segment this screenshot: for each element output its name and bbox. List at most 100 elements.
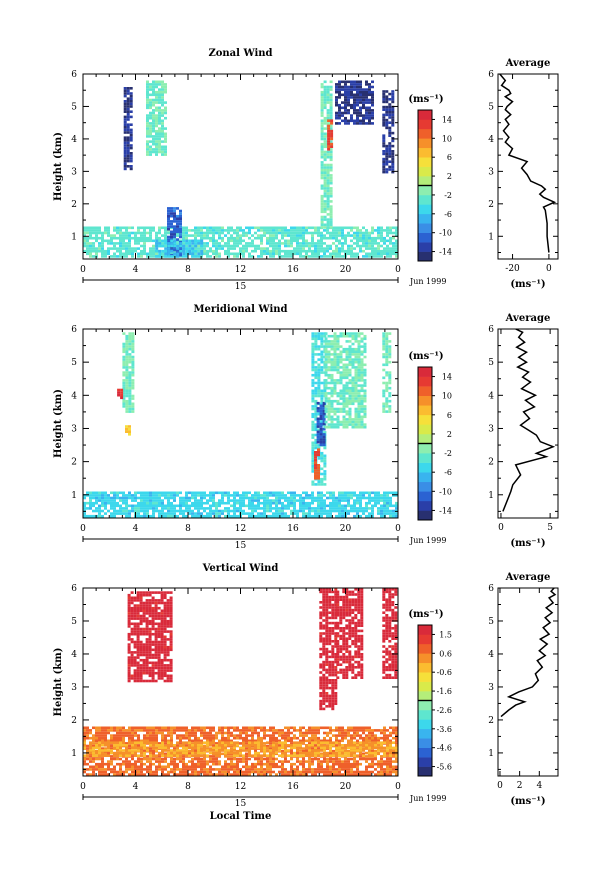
heatmap-cell bbox=[146, 240, 149, 243]
heatmap-cell bbox=[182, 255, 185, 258]
heatmap-cell bbox=[359, 91, 362, 94]
heatmap-cell bbox=[155, 153, 158, 156]
heatmap-cell bbox=[365, 727, 368, 730]
heatmap-cell bbox=[128, 348, 131, 351]
heatmap-cell bbox=[248, 227, 251, 230]
heatmap-cell bbox=[124, 116, 127, 119]
heatmap-cell bbox=[128, 410, 131, 413]
heatmap-cell bbox=[131, 332, 134, 335]
heatmap-cell bbox=[335, 122, 338, 125]
heatmap-cell bbox=[350, 247, 353, 250]
heatmap-cell bbox=[224, 502, 227, 505]
heatmap-cell bbox=[230, 499, 233, 502]
heatmap-cell bbox=[191, 729, 194, 732]
heatmap-cell bbox=[364, 369, 367, 372]
heatmap-cell bbox=[330, 114, 333, 117]
heatmap-cell bbox=[299, 242, 302, 245]
heatmap-cell bbox=[320, 423, 323, 426]
heatmap-cell bbox=[356, 232, 359, 235]
heatmap-cell bbox=[296, 512, 299, 515]
heatmap-cell bbox=[358, 397, 361, 400]
heatmap-cell bbox=[176, 215, 179, 218]
heatmap-cell bbox=[203, 227, 206, 230]
heatmap-cell bbox=[158, 94, 161, 97]
heatmap-cell bbox=[323, 390, 326, 393]
heatmap-cell bbox=[197, 227, 200, 230]
heatmap-cell bbox=[324, 96, 327, 99]
heatmap-cell bbox=[149, 232, 152, 235]
heatmap-cell bbox=[338, 255, 341, 258]
heatmap-cell bbox=[356, 734, 359, 737]
heatmap-cell bbox=[358, 426, 361, 429]
heatmap-cell bbox=[311, 758, 314, 761]
heatmap-cell bbox=[382, 392, 385, 395]
heatmap-cell bbox=[89, 502, 92, 505]
heatmap-cell bbox=[131, 358, 134, 361]
heatmap-cell bbox=[173, 231, 176, 234]
heatmap-cell bbox=[245, 512, 248, 515]
heatmap-cell bbox=[124, 136, 127, 139]
heatmap-cell bbox=[287, 740, 290, 743]
heatmap-cell bbox=[167, 255, 170, 258]
heatmap-cell bbox=[330, 187, 333, 190]
heatmap-cell bbox=[329, 512, 332, 515]
heatmap-cell bbox=[321, 161, 324, 164]
heatmap-cell bbox=[182, 227, 185, 230]
heatmap-cell bbox=[330, 208, 333, 211]
heatmap-cell bbox=[323, 457, 326, 460]
heatmap-cell bbox=[359, 507, 362, 510]
heatmap-cell bbox=[344, 86, 347, 89]
heatmap-cell bbox=[334, 408, 337, 411]
heatmap-cell bbox=[179, 245, 182, 248]
heatmap-cell bbox=[127, 118, 130, 121]
heatmap-cell bbox=[323, 483, 326, 486]
heatmap-cell bbox=[242, 250, 245, 253]
heatmap-cell bbox=[215, 247, 218, 250]
heatmap-cell bbox=[236, 758, 239, 761]
heatmap-cell bbox=[328, 418, 331, 421]
heatmap-cell bbox=[227, 497, 230, 500]
heatmap-cell bbox=[327, 145, 330, 148]
heatmap-cell bbox=[389, 512, 392, 515]
heatmap-cell bbox=[382, 160, 385, 163]
heatmap-cell bbox=[158, 83, 161, 86]
heatmap-cell bbox=[334, 343, 337, 346]
heatmap-cell bbox=[212, 727, 215, 730]
heatmap-cell bbox=[167, 236, 170, 239]
heatmap-cell bbox=[125, 353, 128, 356]
heatmap-cell bbox=[320, 505, 323, 508]
heatmap-cell bbox=[128, 345, 131, 348]
heatmap-cell bbox=[314, 255, 317, 258]
heatmap-cell bbox=[350, 505, 353, 508]
heatmap-cell bbox=[358, 361, 361, 364]
heatmap-cell bbox=[358, 366, 361, 369]
heatmap-cell bbox=[350, 88, 353, 91]
heatmap-cell bbox=[321, 203, 324, 206]
heatmap-cell bbox=[320, 395, 323, 398]
heatmap-cell bbox=[359, 83, 362, 86]
heatmap-cell bbox=[182, 250, 185, 253]
heatmap-cell bbox=[344, 83, 347, 86]
heatmap-cell bbox=[344, 109, 347, 112]
heatmap-cell bbox=[314, 469, 317, 472]
heatmap-cell bbox=[311, 405, 314, 408]
heatmap-cell bbox=[317, 423, 320, 426]
heatmap-cell bbox=[161, 234, 164, 237]
heatmap-cell bbox=[182, 497, 185, 500]
heatmap-cell bbox=[327, 195, 330, 198]
heatmap-cell bbox=[371, 101, 374, 104]
heatmap-cell bbox=[320, 481, 323, 484]
heatmap-cell bbox=[328, 423, 331, 426]
heatmap-cell bbox=[347, 94, 350, 97]
heatmap-cell bbox=[140, 760, 143, 763]
heatmap-cell bbox=[343, 369, 346, 372]
heatmap-cell bbox=[131, 361, 134, 364]
heatmap-cell bbox=[245, 247, 248, 250]
heatmap-cell bbox=[382, 364, 385, 367]
heatmap-cell bbox=[158, 127, 161, 130]
heatmap-cell bbox=[167, 505, 170, 508]
heatmap-cell bbox=[325, 384, 328, 387]
heatmap-cell bbox=[320, 345, 323, 348]
heatmap-cell bbox=[293, 737, 296, 740]
heatmap-cell bbox=[323, 494, 326, 497]
